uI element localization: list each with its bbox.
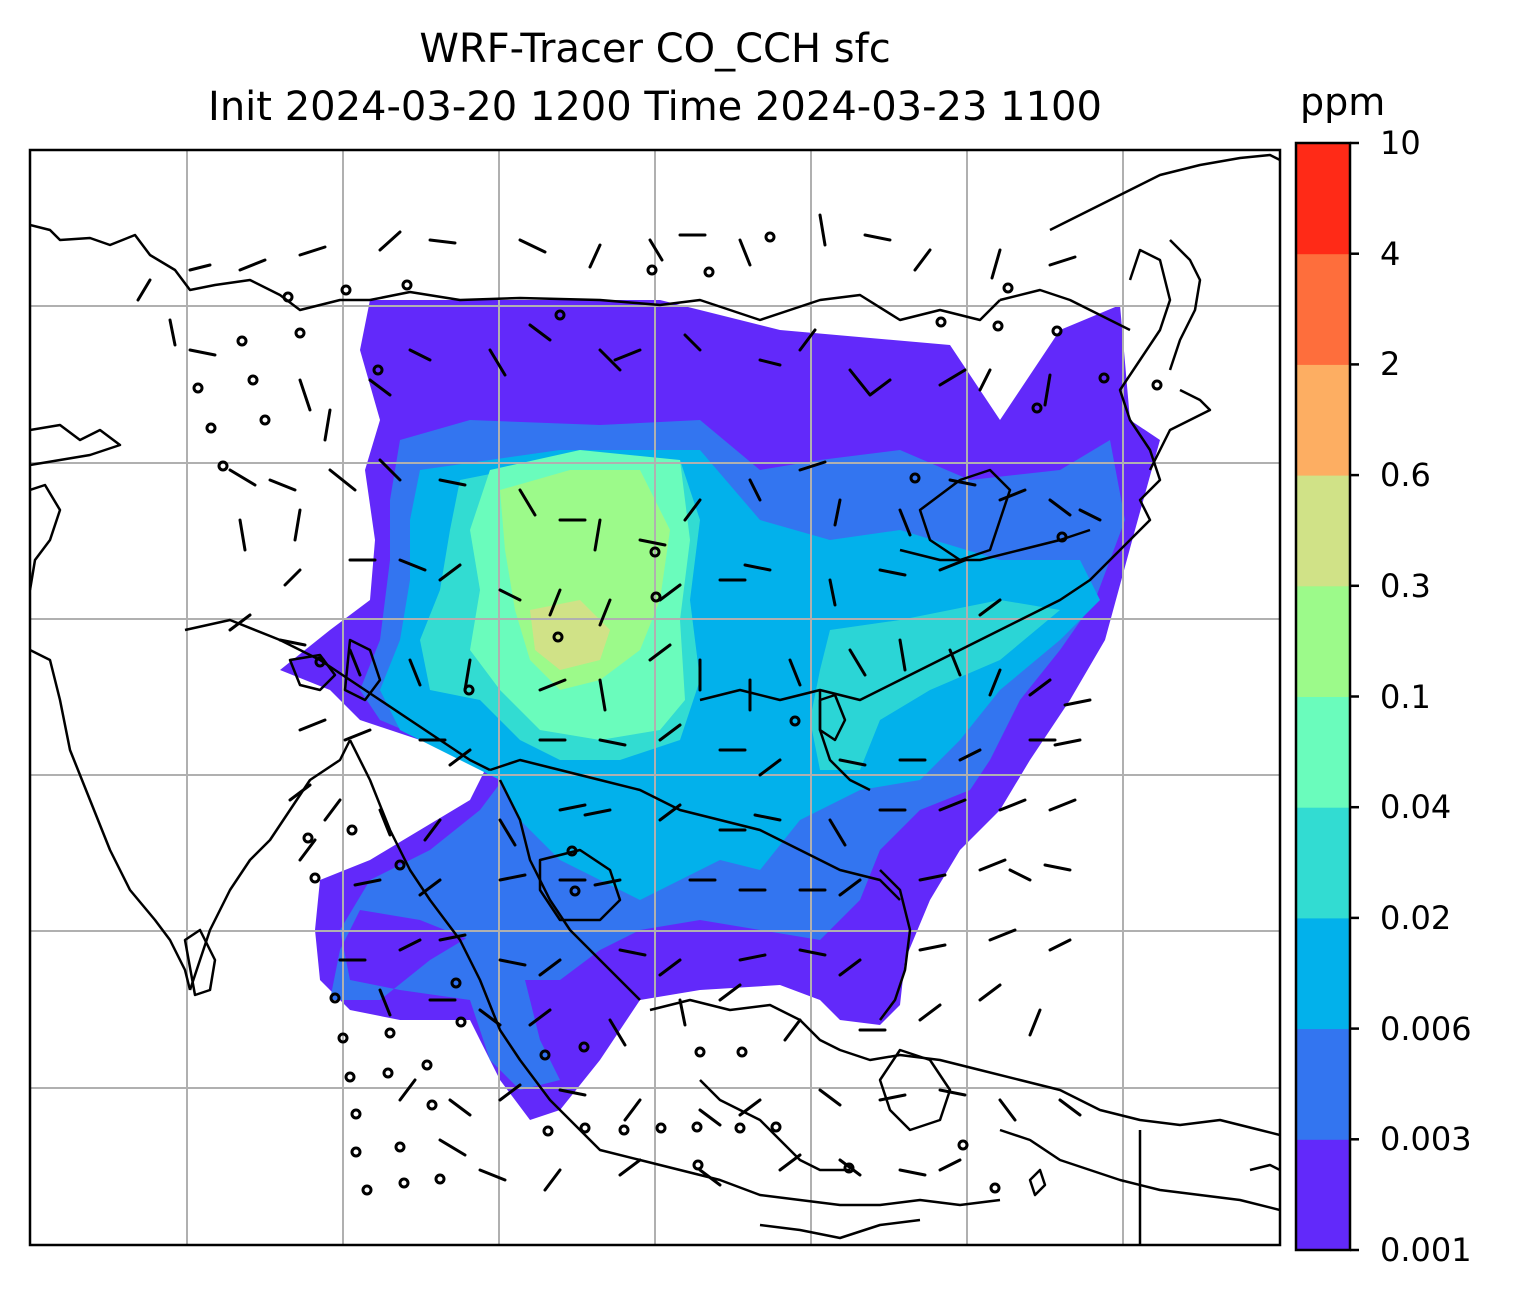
colorbar-tick-label: 0.006 xyxy=(1380,1009,1472,1048)
colorbar-tick-label: 0.1 xyxy=(1380,677,1431,716)
colorbar-tick-label: 2 xyxy=(1380,345,1401,384)
colorbar-swatch xyxy=(1296,917,1350,1030)
colorbar-swatch xyxy=(1296,585,1350,697)
colorbar-tick-label: 4 xyxy=(1380,234,1401,273)
map-area xyxy=(30,150,1280,1245)
map-subtitle: Init 2024-03-20 1200 Time 2024-03-23 110… xyxy=(208,84,1102,130)
colorbar-swatch xyxy=(1296,807,1350,919)
colorbar-tick-label: 10 xyxy=(1380,124,1421,162)
tracer-field xyxy=(280,300,1160,1120)
colorbar-tick-label: 0.3 xyxy=(1380,566,1431,605)
colorbar-tick-label: 0.04 xyxy=(1380,788,1452,827)
map-frame xyxy=(28,148,1282,1247)
colorbar-tick-label: 0.02 xyxy=(1380,898,1452,937)
colorbar-unit-label: ppm xyxy=(1300,80,1386,124)
wind-barbs xyxy=(136,213,1102,1192)
colorbar-swatch xyxy=(1296,143,1350,255)
colorbar-swatch xyxy=(1296,253,1350,365)
colorbar-tick-label: 0.6 xyxy=(1380,456,1431,495)
colorbar-tick-label: 0.001 xyxy=(1380,1231,1472,1269)
colorbar-tick-label: 0.003 xyxy=(1380,1120,1472,1159)
colorbar-swatch xyxy=(1296,696,1350,808)
field-level-004-east xyxy=(810,600,1060,770)
colorbar-swatch xyxy=(1296,1028,1350,1140)
calm-wind-markers xyxy=(192,231,1163,1196)
coastlines xyxy=(30,153,1280,1245)
colorbar xyxy=(1294,141,1359,1252)
field-level-03 xyxy=(530,600,610,670)
map-title: WRF-Tracer CO_CCH sfc xyxy=(419,26,891,72)
colorbar-swatch xyxy=(1296,364,1350,476)
colorbar-swatch xyxy=(1296,475,1350,587)
colorbar-swatch xyxy=(1296,1139,1350,1251)
map-gridlines xyxy=(30,150,1280,1245)
